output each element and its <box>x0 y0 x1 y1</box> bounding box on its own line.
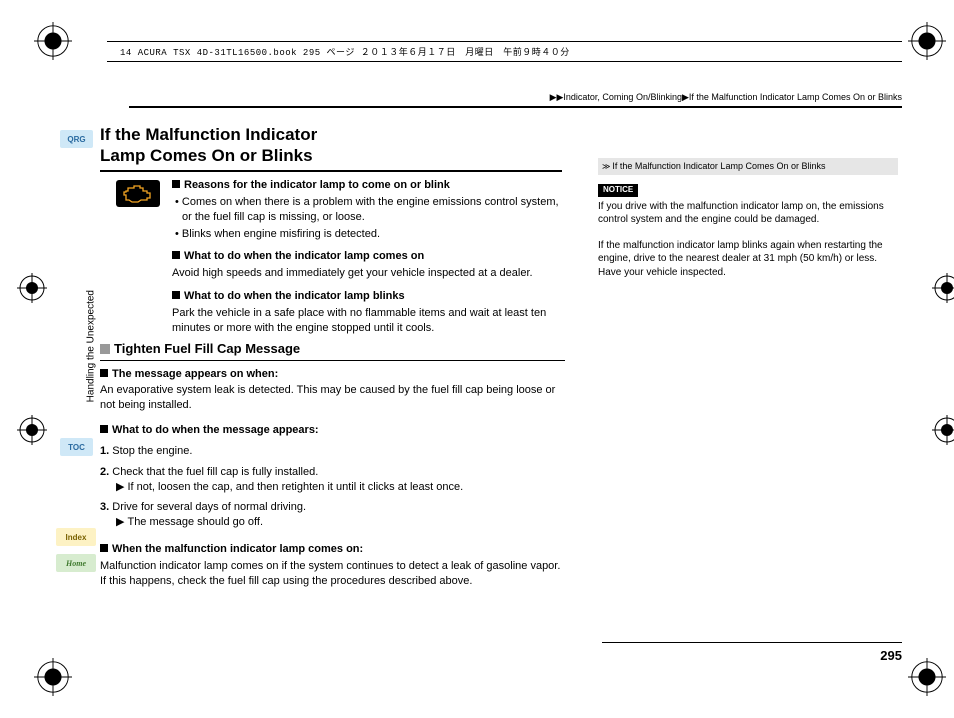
main-p3: Park the vehicle in a safe place with no… <box>172 306 566 336</box>
notice-badge: NOTICE <box>598 184 638 197</box>
section-vertical-label: Handling the Unexpected <box>85 290 97 402</box>
page-title: If the Malfunction Indicator Lamp Comes … <box>100 124 317 167</box>
main-h1: Reasons for the indicator lamp to come o… <box>184 179 450 191</box>
engine-icon <box>116 180 160 207</box>
reg-mark-r2 <box>932 415 954 445</box>
side-head: ≫If the Malfunction Indicator Lamp Comes… <box>598 158 898 175</box>
qrg-button[interactable]: QRG <box>60 130 93 148</box>
main-p2: Avoid high speeds and immediately get yo… <box>172 266 566 281</box>
sec2-p3: Malfunction indicator lamp comes on if t… <box>100 559 565 589</box>
crop-mark-bl <box>34 658 72 696</box>
index-label: Index <box>66 533 87 542</box>
section-fuel-cap: Tighten Fuel Fill Cap Message The messag… <box>100 340 565 589</box>
home-button[interactable]: Home <box>56 554 96 572</box>
sec2-s1: Stop the engine. <box>112 445 192 457</box>
index-button[interactable]: Index <box>56 528 96 546</box>
sec2-s2a: If not, loosen the cap, and then retight… <box>127 481 463 493</box>
sec2-s3: Drive for several days of normal driving… <box>112 501 306 513</box>
main-h2: What to do when the indicator lamp comes… <box>184 250 424 262</box>
page-number: 295 <box>880 648 902 663</box>
header-crop-text: 14 ACURA TSX 4D-31TL16500.book 295 ページ ２… <box>120 45 570 58</box>
toc-label: TOC <box>68 443 85 452</box>
title-rule <box>100 170 562 172</box>
main-h3: What to do when the indicator lamp blink… <box>184 290 405 302</box>
title-line2: Lamp Comes On or Blinks <box>100 145 317 166</box>
sec2-p1: An evaporative system leak is detected. … <box>100 383 565 413</box>
breadcrumb: ▶▶Indicator, Coming On/Blinking▶If the M… <box>550 92 902 103</box>
sec2-h1: The message appears on when: <box>112 368 278 380</box>
sec2-s2: Check that the fuel fill cap is fully in… <box>112 466 318 478</box>
breadcrumb-seg1: Indicator, Coming On/Blinking <box>563 92 682 102</box>
toc-button[interactable]: TOC <box>60 438 93 456</box>
sec2-header: Tighten Fuel Fill Cap Message <box>114 341 300 356</box>
sec2-h3: When the malfunction indicator lamp come… <box>112 543 363 555</box>
main-b1: Comes on when there is a problem with th… <box>182 196 559 223</box>
home-label: Home <box>66 559 86 568</box>
crop-mark-tr <box>908 22 946 60</box>
crop-mark-br <box>908 658 946 696</box>
crop-mark-tl <box>34 22 72 60</box>
reg-mark-r1 <box>932 273 954 303</box>
right-p1: If you drive with the malfunction indica… <box>598 200 898 227</box>
right-p2: If the malfunction indicator lamp blinks… <box>598 239 898 280</box>
main-content: Reasons for the indicator lamp to come o… <box>172 178 566 336</box>
sec2-s3a: The message should go off. <box>127 516 263 528</box>
breadcrumb-seg2: If the Malfunction Indicator Lamp Comes … <box>689 92 902 102</box>
reg-mark-l1 <box>17 273 47 303</box>
breadcrumb-rule <box>129 106 902 108</box>
header-rule-top <box>107 41 902 42</box>
qrg-label: QRG <box>67 135 85 144</box>
header-rule-bottom <box>107 61 902 62</box>
reg-mark-l2 <box>17 415 47 445</box>
breadcrumb-arrow: ▶▶ <box>550 92 564 102</box>
breadcrumb-arrow2: ▶ <box>682 92 689 102</box>
side-notes: ≫If the Malfunction Indicator Lamp Comes… <box>598 158 898 279</box>
title-line1: If the Malfunction Indicator <box>100 124 317 145</box>
sec2-h2: What to do when the message appears: <box>112 424 319 436</box>
page-num-rule <box>602 642 902 643</box>
main-b2: Blinks when engine misfiring is detected… <box>182 228 380 240</box>
